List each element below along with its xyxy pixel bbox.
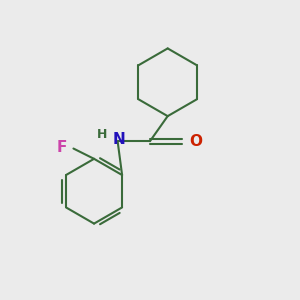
Text: O: O [189,134,202,149]
Text: N: N [113,132,125,147]
Text: F: F [57,140,67,154]
Text: H: H [97,128,107,141]
